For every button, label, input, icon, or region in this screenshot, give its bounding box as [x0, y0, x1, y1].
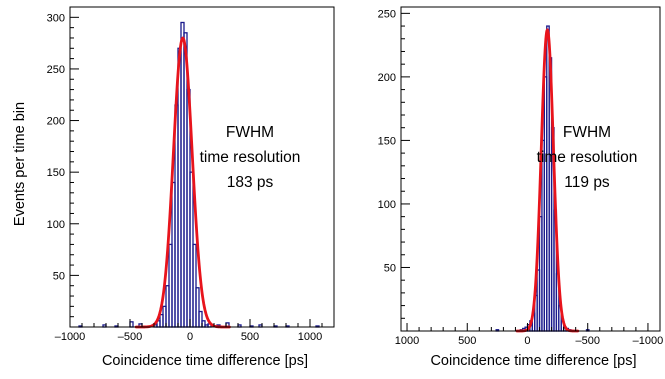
x-tick-label: 1000: [395, 335, 419, 347]
x-axis-label: Coincidence time difference [ps]: [102, 353, 308, 369]
x-tick-label: 0: [524, 335, 530, 347]
y-axis-label: Events per time bin: [12, 102, 28, 226]
x-tick-label: 500: [458, 335, 476, 347]
fwhm-annotation-line: FWHM: [226, 124, 274, 141]
plot-frame: [400, 6, 661, 332]
gaussian-fit-curve: [134, 36, 231, 329]
x-tick-label: –500: [575, 335, 599, 347]
x-tick-label: 0: [187, 331, 193, 343]
x-tick-label: –1000: [55, 331, 86, 343]
y-tick-label: 150: [378, 135, 396, 147]
x-tick-label: –1000: [633, 335, 664, 347]
fwhm-annotation-line: FWHM: [563, 124, 611, 141]
fwhm-annotation-line: 119 ps: [564, 174, 610, 191]
y-tick-label: 150: [47, 167, 65, 179]
y-tick-label: 50: [384, 262, 396, 274]
x-tick-label: 500: [241, 331, 259, 343]
chart-panel-1: –1000 –500 0 500 1000 50 100 150 200 250 300 Coinci…: [12, 6, 335, 369]
fwhm-annotation-line: time resolution: [200, 149, 301, 166]
fwhm-annotation-line: 183 ps: [227, 174, 274, 191]
x-tick-label: –500: [118, 331, 142, 343]
plot-frame: [69, 6, 335, 328]
y-tick-label: 250: [47, 64, 65, 76]
chart-panel-2: 1000 500 0 –500 –1000 50 100 150 200 250 Coinciden…: [378, 6, 664, 369]
x-axis-label: Coincidence time difference [ps]: [430, 353, 636, 369]
y-tick-label: 200: [378, 72, 396, 84]
y-tick-label: 300: [47, 12, 65, 24]
y-tick-label: 50: [53, 270, 65, 282]
y-tick-label: 200: [47, 116, 65, 128]
x-tick-label: 1000: [298, 331, 322, 343]
y-tick-label: 100: [378, 199, 396, 211]
fwhm-annotation-line: time resolution: [537, 149, 638, 166]
y-tick-label: 250: [378, 8, 396, 20]
y-tick-label: 100: [47, 219, 65, 231]
